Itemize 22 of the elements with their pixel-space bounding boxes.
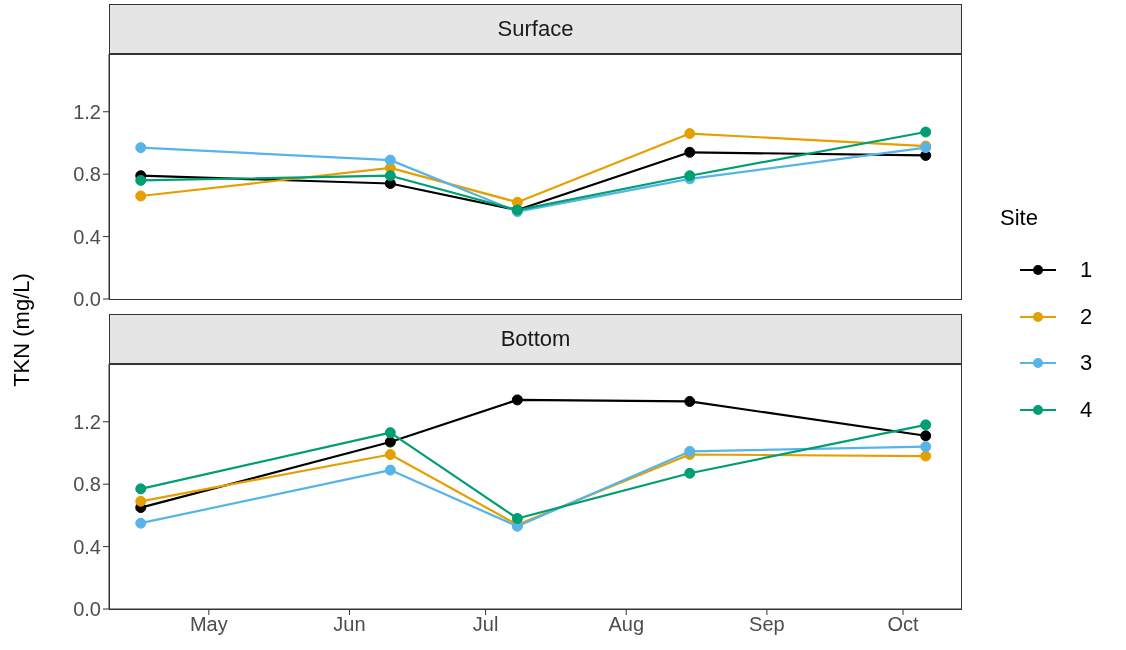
y-tick-label: 0.8 bbox=[73, 163, 101, 186]
x-tick-label: May bbox=[189, 613, 228, 636]
x-tick-label: Aug bbox=[608, 613, 645, 636]
y-tick-label: 1.2 bbox=[73, 410, 101, 433]
legend-title: Site bbox=[1000, 205, 1039, 231]
y-axis-title: TKN (mg/L) bbox=[9, 273, 35, 387]
y-tick-label: 0.0 bbox=[73, 288, 101, 311]
legend-label: 1 bbox=[1080, 257, 1093, 284]
y-tick-label: 0.8 bbox=[73, 473, 101, 496]
chart-title: Bottom bbox=[500, 326, 571, 352]
chart-title: Surface bbox=[497, 16, 574, 42]
x-tick-label: Jun bbox=[333, 613, 366, 636]
x-tick-label: Oct bbox=[887, 613, 920, 636]
y-tick-label: 0.4 bbox=[73, 225, 101, 248]
legend-label: 2 bbox=[1080, 303, 1093, 330]
y-tick-label: 0.0 bbox=[73, 598, 101, 621]
legend-label: 4 bbox=[1080, 396, 1093, 423]
y-tick-label: 1.2 bbox=[73, 100, 101, 123]
x-tick-label: Sep bbox=[749, 613, 785, 636]
x-tick-label: Jul bbox=[472, 613, 499, 636]
y-tick-label: 0.4 bbox=[73, 535, 101, 558]
legend-label: 3 bbox=[1080, 350, 1093, 377]
